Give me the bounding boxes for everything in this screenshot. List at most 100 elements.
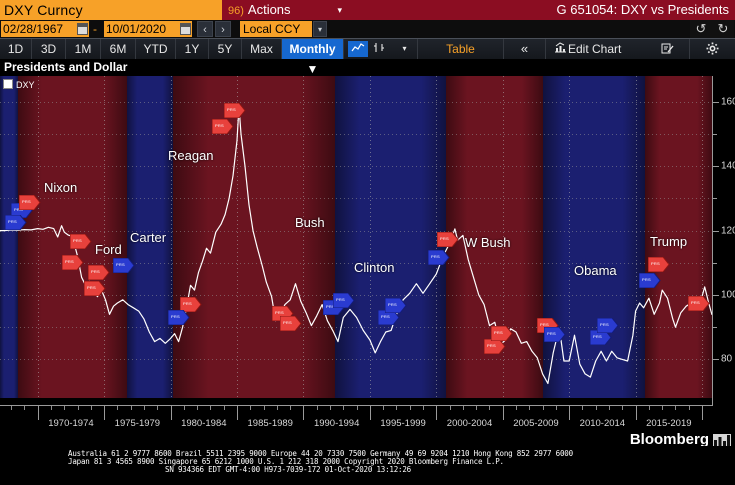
actions-menu-button[interactable]: 96) Actions ▾ (222, 0, 352, 20)
vertical-gridline (37, 76, 39, 398)
event-marker-prs[interactable]: PRS (5, 215, 27, 230)
prev-period-button[interactable]: ‹ (197, 21, 213, 37)
horizontal-gridline (0, 327, 712, 329)
event-marker-prs[interactable]: PRS (84, 281, 106, 296)
edit-chart-button[interactable]: Edit Chart (568, 42, 622, 56)
event-marker-prs[interactable]: PRS (597, 318, 619, 333)
undo-button[interactable]: ↺ (690, 20, 712, 38)
x-axis-tick (555, 406, 557, 410)
command-bar: DXY Curncy 96) Actions ▾ G 651054: DXY vs… (0, 0, 735, 20)
y-axis-minor-tick (713, 198, 717, 200)
event-marker-prs[interactable]: PRS (113, 258, 135, 273)
range-1d[interactable]: 1D (0, 39, 32, 59)
y-axis-tick (713, 294, 719, 296)
edit-chart-icon[interactable] (552, 41, 568, 57)
horizontal-gridline (0, 133, 712, 135)
event-marker-prs[interactable]: PRS (590, 330, 612, 345)
currency-select[interactable]: Local CCY (240, 21, 312, 37)
bar-chart-icon[interactable] (370, 41, 390, 57)
x-axis-tick (197, 406, 199, 410)
range-max[interactable]: Max (242, 39, 282, 59)
x-axis-tick (489, 406, 491, 410)
event-marker-prs[interactable]: PRS (70, 234, 92, 249)
x-axis-label: 1990-1994 (313, 418, 360, 429)
collapse-button[interactable]: « (504, 39, 546, 59)
event-marker-prs[interactable]: PRS (378, 310, 400, 325)
range-3d[interactable]: 3D (32, 39, 66, 59)
vertical-gridline (170, 76, 172, 398)
chevron-down-icon[interactable]: ▾ (337, 5, 342, 15)
x-axis-tick (276, 406, 278, 410)
event-marker-prs[interactable]: PRS (428, 250, 450, 265)
x-axis-tick (24, 406, 26, 410)
x-axis-separator (37, 406, 39, 420)
range-5y[interactable]: 5Y (209, 39, 242, 59)
next-period-button[interactable]: › (215, 21, 231, 37)
x-axis-separator (303, 406, 305, 420)
actions-number: 96) (228, 5, 244, 17)
redo-button[interactable]: ↻ (712, 20, 734, 38)
event-marker-prs[interactable]: PRS (212, 119, 234, 134)
y-axis-tick (713, 166, 719, 168)
chart-legend: DXY (3, 79, 35, 90)
start-calendar-icon[interactable] (77, 23, 88, 35)
x-axis-tick (622, 406, 624, 410)
range-6m[interactable]: 6M (101, 39, 136, 59)
event-marker-prs[interactable]: PRS (437, 232, 459, 247)
event-marker-prs[interactable]: PRS (280, 316, 302, 331)
actions-label: Actions (247, 2, 291, 17)
chart-plot-area[interactable]: Nixon Ford Carter Reagan Bush Clinton W Bush Ob… (0, 76, 712, 398)
range-ytd[interactable]: YTD (136, 39, 176, 59)
event-marker-prs[interactable]: PRS (491, 326, 513, 341)
y-axis-minor-tick (713, 262, 717, 264)
x-axis-label: 2005-2009 (513, 418, 559, 429)
x-axis-separator (170, 406, 172, 420)
y-axis-label: 140 (721, 160, 735, 172)
gear-icon[interactable] (690, 39, 735, 59)
annotate-button[interactable] (646, 39, 690, 59)
party-band-clinton (335, 76, 446, 398)
footer-contact-block: Australia 61 2 9777 8600 Brazil 5511 239… (0, 446, 735, 485)
x-axis-tick (250, 406, 252, 410)
event-marker-prs[interactable]: PRS (544, 327, 566, 342)
chart-type-chevron-down-icon[interactable]: ▾ (392, 39, 418, 59)
table-button[interactable]: Table (418, 39, 504, 59)
x-axis-tick (662, 406, 664, 410)
range-1m[interactable]: 1M (66, 39, 101, 59)
end-date-input[interactable]: 10/01/2020 (104, 21, 192, 37)
ticker-input[interactable]: DXY Curncy (0, 0, 222, 20)
event-marker-prs[interactable]: PRS (385, 298, 407, 313)
x-axis-tick (582, 406, 584, 410)
x-axis-tick (330, 406, 332, 410)
president-label-trump: Trump (650, 234, 688, 249)
start-date-input[interactable]: 02/28/1967 (1, 21, 89, 37)
event-marker-prs[interactable]: PRS (333, 293, 355, 308)
vertical-gridline (104, 76, 106, 398)
period-select[interactable]: Monthly ▼ (282, 39, 344, 76)
event-marker-prs[interactable]: PRS (639, 273, 661, 288)
event-marker-prs[interactable]: PRS (688, 296, 710, 311)
y-axis-minor-tick (713, 133, 717, 135)
x-axis-tick (675, 406, 677, 410)
currency-chevron-down-icon[interactable]: ▾ (313, 21, 327, 37)
event-marker-prs[interactable]: PRS (62, 255, 84, 270)
event-marker-prs[interactable]: PRS (19, 195, 41, 210)
event-marker-prs[interactable]: PRS (224, 103, 246, 118)
end-calendar-icon[interactable] (180, 23, 191, 35)
x-axis-tick (316, 406, 318, 410)
event-marker-prs[interactable]: PRS (180, 297, 202, 312)
event-marker-prs[interactable]: PRS (88, 265, 110, 280)
x-axis-tick (356, 406, 358, 410)
x-axis-tick (90, 406, 92, 410)
event-marker-prs[interactable]: PRS (484, 339, 506, 354)
y-axis-tick (713, 230, 719, 232)
party-band-johnson (0, 76, 18, 398)
range-1y[interactable]: 1Y (176, 39, 209, 59)
y-axis-tick (713, 101, 719, 103)
x-axis-tick (77, 406, 79, 410)
line-chart-icon[interactable] (348, 41, 368, 57)
event-marker-prs[interactable]: PRS (648, 257, 670, 272)
president-label-bush: Bush (295, 215, 325, 230)
legend-label-dxy: DXY (16, 80, 35, 90)
event-marker-prs[interactable]: PRS (168, 310, 190, 325)
